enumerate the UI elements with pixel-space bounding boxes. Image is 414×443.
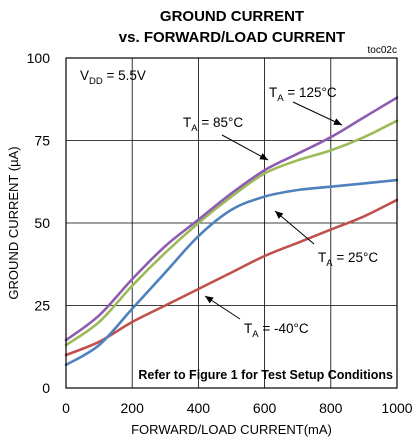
x-tick-label: 0 [62, 400, 70, 416]
chart-title-line-1: GROUND CURRENT [160, 8, 304, 25]
series-line [64, 119, 399, 347]
series-label-arrow [274, 210, 315, 245]
x-tick-label: 800 [319, 400, 343, 416]
vdd-condition: VDD = 5.5V [80, 68, 146, 87]
arrowhead [205, 296, 214, 304]
y-axis-label: GROUND CURRENT (µA) [6, 146, 21, 299]
x-tick-label: 600 [253, 400, 277, 416]
y-tick-label: 0 [42, 380, 50, 396]
series-label: TA = 25°C [318, 250, 378, 269]
series-label-arrow [292, 101, 343, 126]
series-labels: TA = 125°C TA = 85°C TA = 25°C TA = -40°C [183, 85, 378, 340]
series-label-arrow [221, 134, 269, 161]
y-tick-label: 100 [27, 50, 51, 66]
x-tick-label: 200 [121, 400, 145, 416]
series-line [64, 96, 399, 342]
x-tick-label: 1000 [381, 400, 412, 416]
series-line [64, 178, 399, 367]
series-label: TA = -40°C [244, 321, 309, 340]
series-label: TA = 125°C [269, 85, 337, 104]
y-tick-labels: 0 25 50 75 100 [27, 50, 51, 396]
y-tick-label: 50 [34, 215, 50, 231]
series-label: TA = 85°C [183, 115, 243, 134]
arrowhead [259, 153, 268, 160]
y-tick-label: 25 [34, 298, 50, 314]
series-line [64, 198, 399, 357]
x-axis-label: FORWARD/LOAD CURRENT(mA) [131, 422, 332, 437]
test-setup-note: Refer to Figure 1 for Test Setup Conditi… [138, 368, 393, 382]
arrowhead [275, 211, 284, 219]
plot-frame [65, 57, 398, 389]
x-tick-label: 400 [187, 400, 211, 416]
figure-code: toc02c [368, 45, 397, 56]
y-tick-label: 75 [34, 133, 50, 149]
series-layer [64, 96, 399, 367]
chart-title-line-2: vs. FORWARD/LOAD CURRENT [119, 29, 345, 46]
arrowhead [333, 118, 342, 125]
x-tick-labels: 0 200 400 600 800 1000 [62, 400, 413, 416]
